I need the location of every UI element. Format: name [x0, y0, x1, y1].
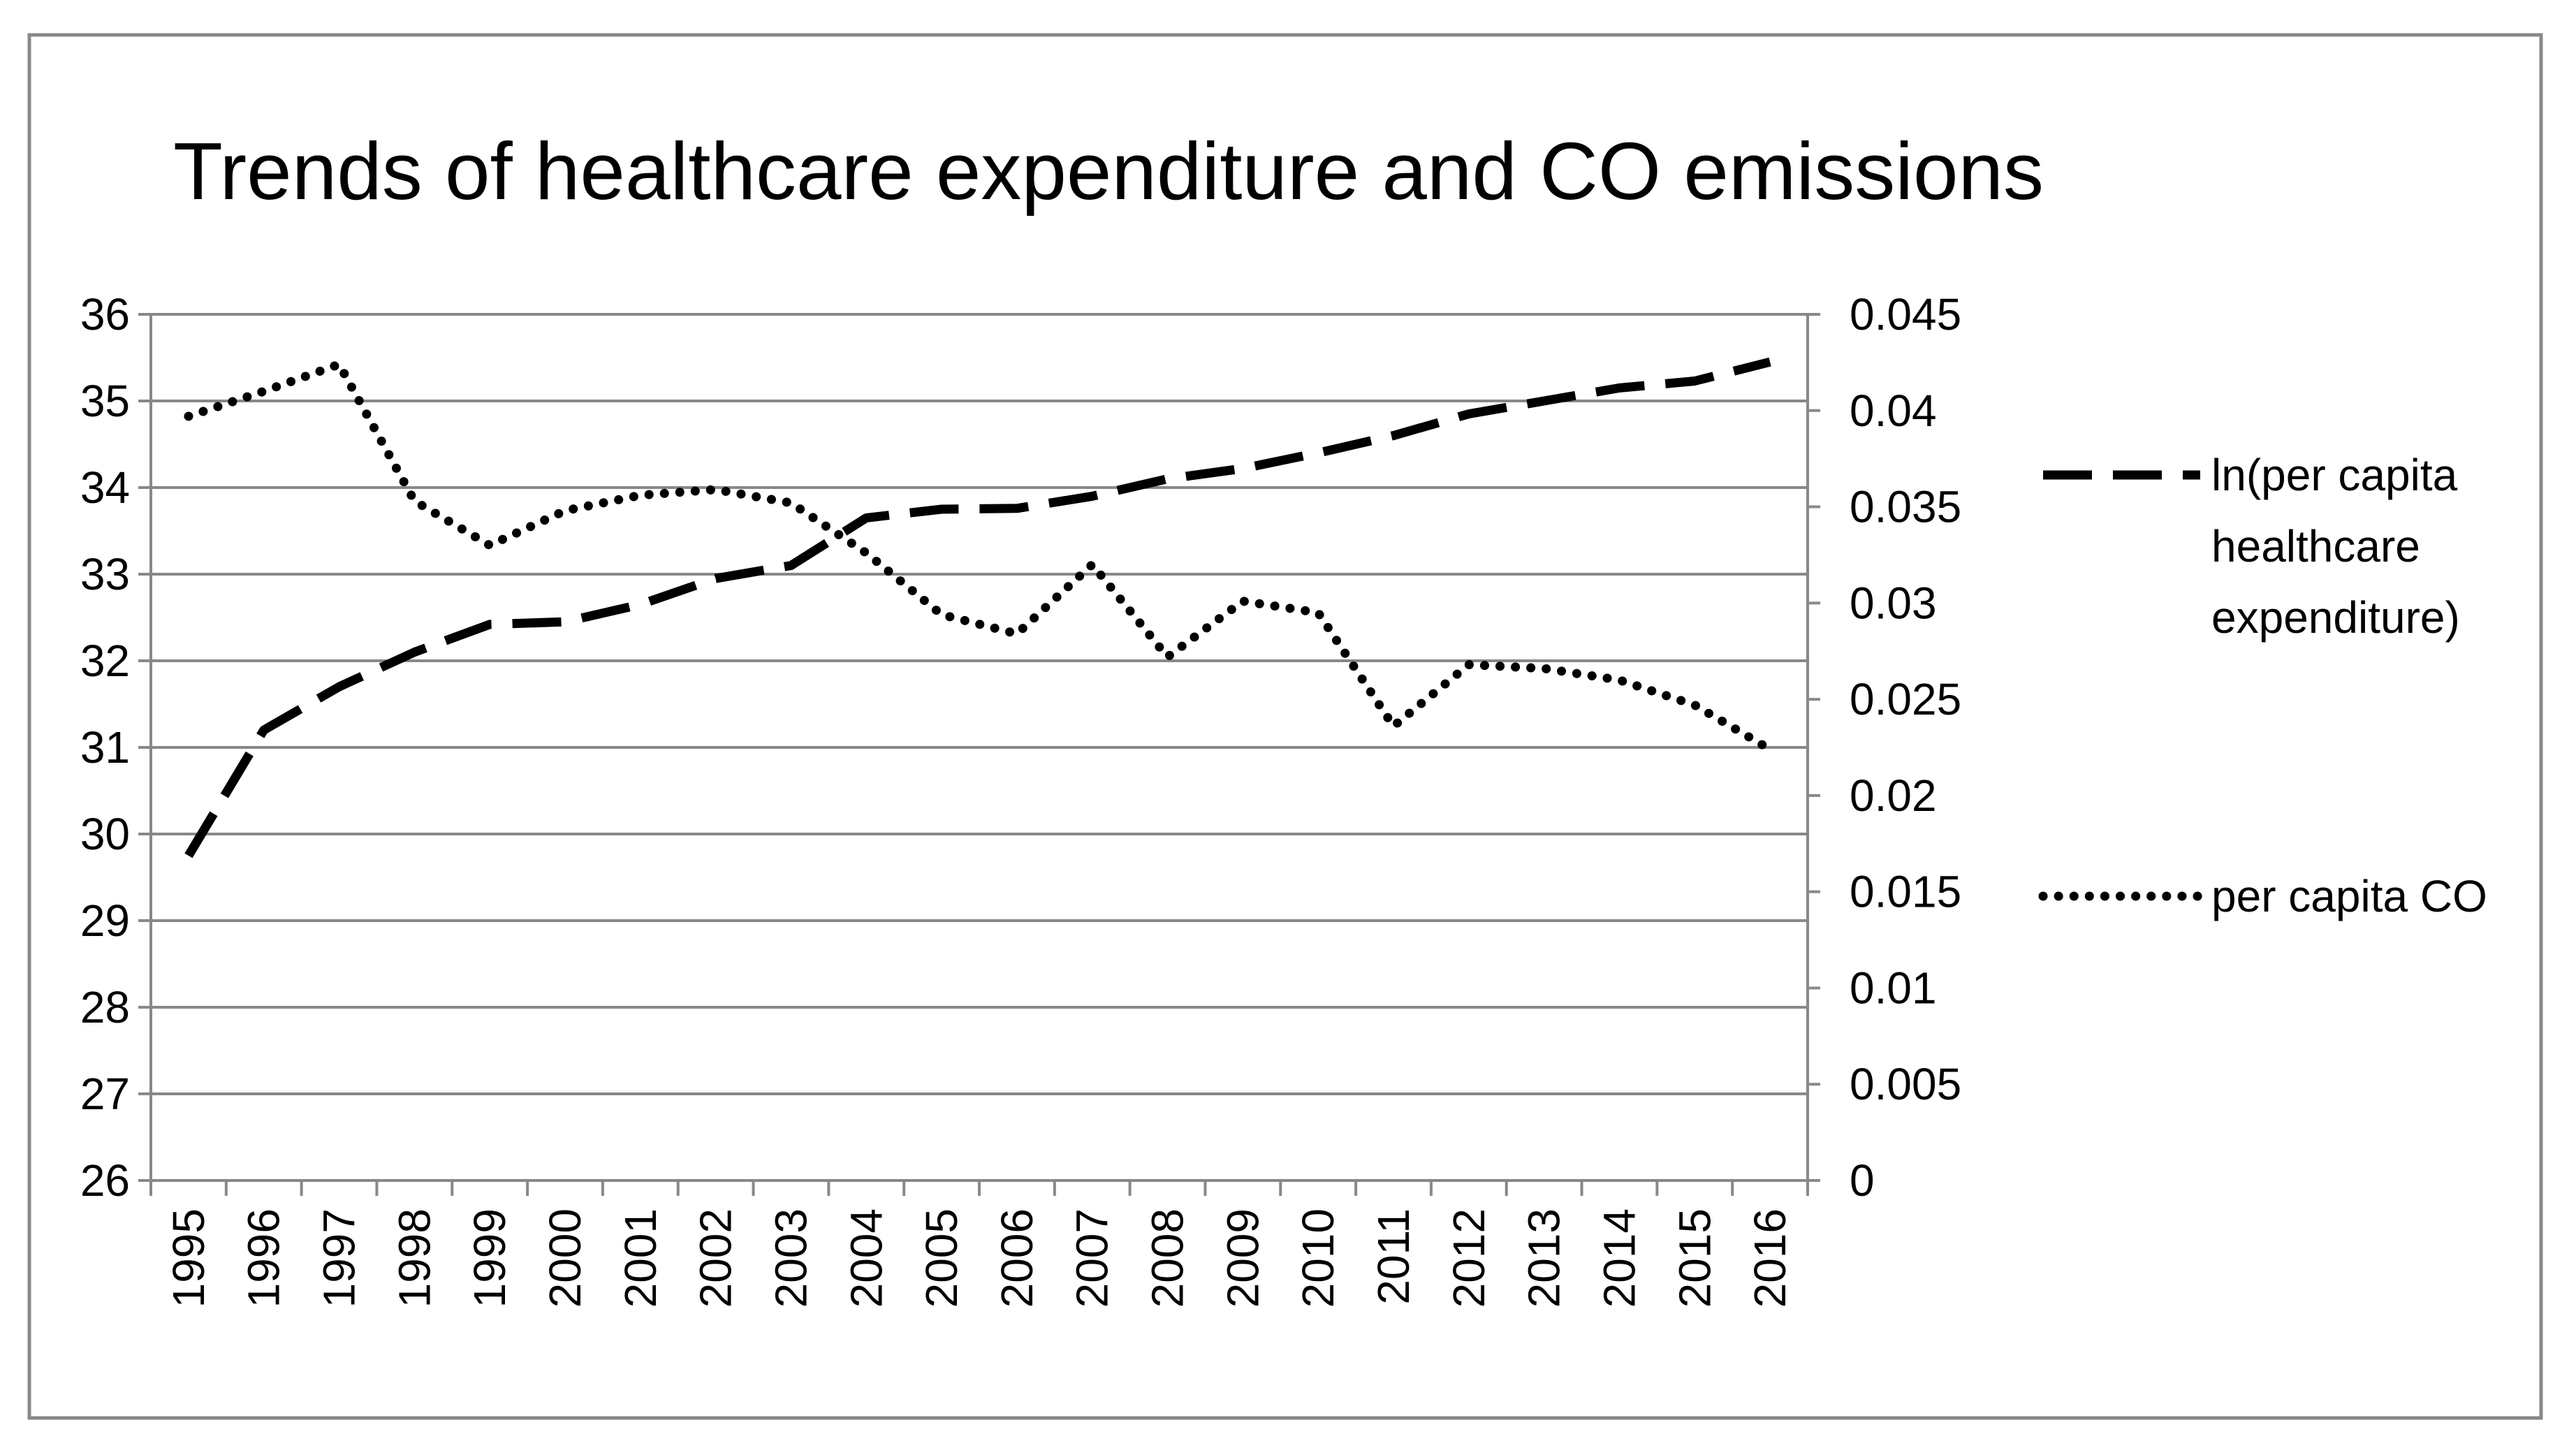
grid-lines — [151, 313, 1808, 1095]
left-axis-tick-label: 29 — [80, 895, 130, 946]
left-axis-tick-label: 32 — [80, 636, 130, 686]
right-axis-tick-label: 0.02 — [1850, 770, 1937, 821]
left-axis-tick-label: 31 — [80, 722, 130, 773]
x-axis-tick-label: 2013 — [1519, 1208, 1569, 1308]
x-axis-tick-label: 2005 — [916, 1208, 967, 1308]
legend-label-1: healthcare — [2211, 521, 2420, 571]
x-axis-tick-label: 2016 — [1745, 1208, 1795, 1308]
left-axis-tick-label: 28 — [80, 982, 130, 1032]
left-axis-tick-label: 36 — [80, 289, 130, 339]
x-axis-tick-label: 2000 — [540, 1208, 590, 1308]
left-axis-tick-label: 27 — [80, 1069, 130, 1119]
series-line-2 — [184, 360, 1775, 754]
x-axis-tick-label: 1998 — [389, 1208, 439, 1308]
right-axis-tick-label: 0.045 — [1850, 289, 1961, 339]
x-axis-tick-label: 2012 — [1444, 1208, 1494, 1308]
right-axis-tick-label: 0.03 — [1850, 578, 1937, 628]
right-axis-tick-label: 0.01 — [1850, 963, 1937, 1013]
x-axis-tick-label: 1997 — [314, 1208, 365, 1308]
x-axis-tick-label: 1999 — [464, 1208, 515, 1308]
x-axis-tick-label: 2004 — [841, 1208, 891, 1308]
left-axis-tick-label: 34 — [80, 462, 130, 513]
x-axis-tick-labels: 1995 1996 1997 1998 1999 2000 2001 2002 2003 2004… — [149, 1180, 1809, 1308]
x-axis-tick-label: 2010 — [1293, 1208, 1343, 1308]
x-axis-tick-label: 2008 — [1143, 1208, 1193, 1308]
x-axis-tick-label: 2001 — [615, 1208, 666, 1308]
right-axis-tick-label: 0.035 — [1850, 482, 1961, 532]
x-axis-tick-label: 2014 — [1594, 1208, 1644, 1308]
x-axis-tick-label: 2009 — [1217, 1208, 1268, 1308]
series-lines — [184, 357, 1775, 858]
x-axis-tick-label: 2007 — [1067, 1208, 1118, 1308]
x-axis-tick-label: 1995 — [163, 1208, 214, 1308]
legend: ln(per capita healthcare expenditure) per c… — [2038, 450, 2487, 921]
x-axis-tick-label: 2006 — [992, 1208, 1042, 1308]
series-line-1 — [184, 357, 1771, 858]
legend-label-2: per capita CO — [2211, 871, 2487, 921]
left-axis-tick-label: 26 — [80, 1155, 130, 1206]
right-axis-tick-label: 0.005 — [1850, 1059, 1961, 1109]
right-axis-tick-label: 0.025 — [1850, 674, 1961, 724]
left-axis-tick-labels: 26 27 28 29 30 31 32 33 34 35 36 — [80, 289, 151, 1206]
left-axis-tick-label: 30 — [80, 809, 130, 859]
right-axis-tick-labels: 0 0.005 0.01 0.015 0.02 0.025 0.03 0.035 0.04 0.0… — [1808, 289, 1961, 1206]
x-axis-tick-label: 2003 — [766, 1208, 816, 1308]
right-axis-tick-label: 0.04 — [1850, 386, 1937, 436]
x-axis-tick-label: 2011 — [1368, 1208, 1419, 1305]
x-axis-tick-label: 2015 — [1669, 1208, 1720, 1308]
chart-title: Trends of healthcare expenditure and CO … — [173, 126, 2044, 217]
right-axis-tick-label: 0.015 — [1850, 867, 1961, 917]
left-axis-tick-label: 35 — [80, 376, 130, 426]
x-axis-tick-label: 2002 — [691, 1208, 741, 1308]
left-axis-tick-label: 33 — [80, 549, 130, 599]
chart-border — [27, 33, 2543, 1420]
legend-label-1: expenditure) — [2211, 592, 2460, 643]
legend-label-1: ln(per capita — [2211, 450, 2458, 500]
right-axis-tick-label: 0 — [1850, 1155, 1875, 1206]
x-axis-tick-label: 1996 — [239, 1208, 289, 1308]
